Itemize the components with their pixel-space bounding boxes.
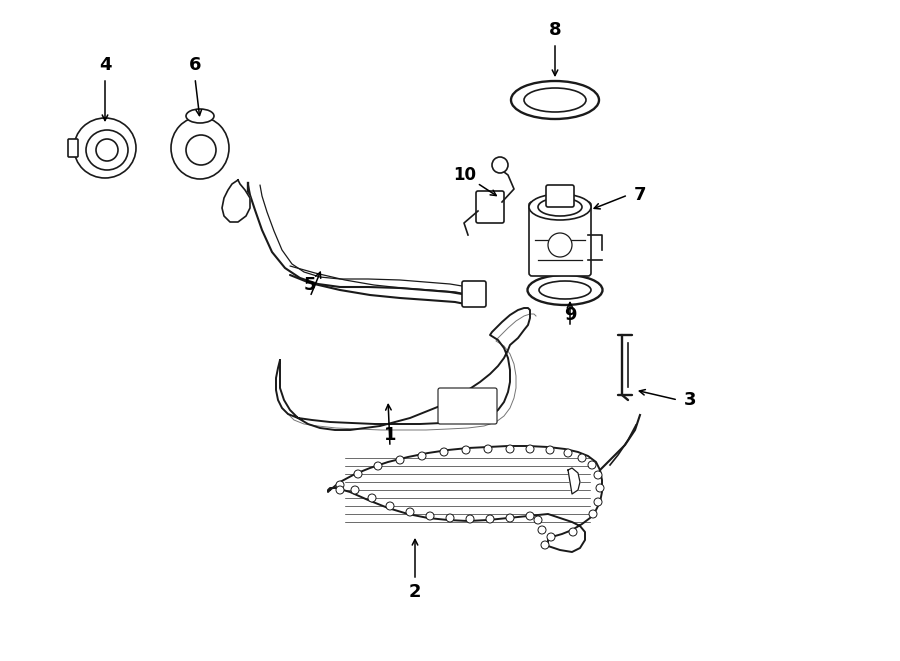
- Ellipse shape: [524, 88, 586, 112]
- Ellipse shape: [186, 109, 214, 123]
- Polygon shape: [222, 180, 250, 222]
- Text: 7: 7: [634, 186, 646, 204]
- Circle shape: [406, 508, 414, 516]
- Polygon shape: [328, 446, 602, 552]
- Circle shape: [506, 445, 514, 453]
- Text: 5: 5: [304, 276, 316, 294]
- Text: 4: 4: [99, 56, 112, 74]
- Ellipse shape: [86, 130, 128, 170]
- Polygon shape: [276, 308, 530, 430]
- Circle shape: [426, 512, 434, 520]
- Circle shape: [351, 486, 359, 494]
- Circle shape: [578, 454, 586, 462]
- FancyBboxPatch shape: [546, 185, 574, 207]
- Ellipse shape: [186, 135, 216, 165]
- Circle shape: [462, 446, 470, 454]
- Ellipse shape: [529, 194, 591, 220]
- Circle shape: [594, 498, 602, 506]
- Text: 9: 9: [563, 306, 576, 324]
- Circle shape: [466, 515, 474, 523]
- Text: 10: 10: [454, 166, 476, 184]
- Circle shape: [594, 471, 602, 479]
- Circle shape: [368, 494, 376, 502]
- Ellipse shape: [527, 275, 602, 305]
- Circle shape: [588, 461, 596, 469]
- Circle shape: [484, 445, 492, 453]
- Circle shape: [526, 512, 534, 520]
- Text: 2: 2: [409, 583, 421, 601]
- Ellipse shape: [96, 139, 118, 161]
- Circle shape: [492, 157, 508, 173]
- Circle shape: [440, 448, 448, 456]
- Ellipse shape: [74, 118, 136, 178]
- Ellipse shape: [539, 281, 591, 299]
- Circle shape: [526, 445, 534, 453]
- Circle shape: [541, 541, 549, 549]
- Polygon shape: [568, 468, 580, 494]
- Circle shape: [386, 502, 394, 510]
- Circle shape: [396, 456, 404, 464]
- Circle shape: [418, 452, 426, 460]
- Circle shape: [374, 462, 382, 470]
- Text: 8: 8: [549, 21, 562, 39]
- FancyBboxPatch shape: [68, 139, 78, 157]
- Circle shape: [446, 514, 454, 522]
- Text: 6: 6: [189, 56, 202, 74]
- FancyBboxPatch shape: [438, 388, 497, 424]
- Circle shape: [569, 528, 577, 536]
- Circle shape: [546, 446, 554, 454]
- Ellipse shape: [538, 198, 582, 216]
- Circle shape: [564, 449, 572, 457]
- FancyBboxPatch shape: [529, 202, 591, 276]
- Circle shape: [538, 526, 546, 534]
- Text: 1: 1: [383, 426, 396, 444]
- Ellipse shape: [548, 233, 572, 257]
- FancyBboxPatch shape: [476, 191, 504, 223]
- Circle shape: [354, 470, 362, 478]
- Circle shape: [506, 514, 514, 522]
- Ellipse shape: [511, 81, 599, 119]
- Circle shape: [336, 486, 344, 494]
- Circle shape: [589, 510, 597, 518]
- Circle shape: [596, 484, 604, 492]
- Ellipse shape: [171, 117, 229, 179]
- FancyBboxPatch shape: [462, 281, 486, 307]
- Circle shape: [336, 481, 344, 489]
- Text: 3: 3: [684, 391, 697, 409]
- Circle shape: [547, 533, 555, 541]
- Circle shape: [486, 515, 494, 523]
- Circle shape: [534, 516, 542, 524]
